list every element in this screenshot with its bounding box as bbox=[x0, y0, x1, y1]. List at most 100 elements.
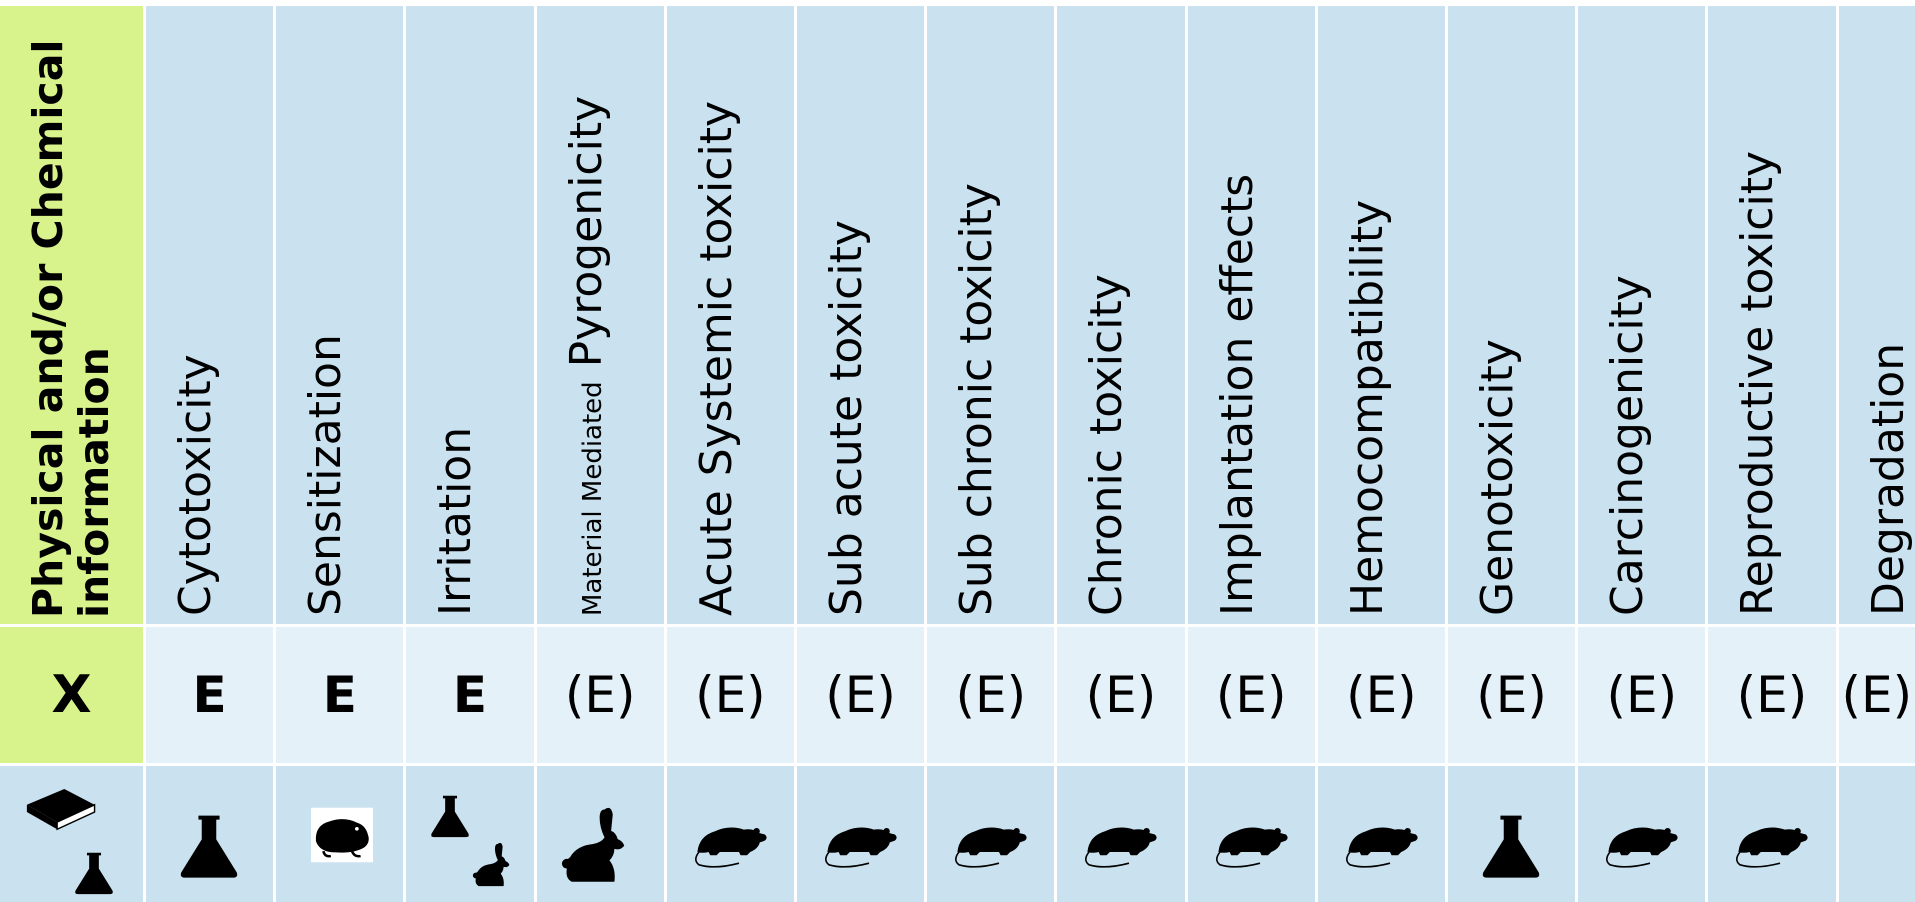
test-header-cell: Hemocompatibility bbox=[1317, 6, 1445, 624]
test-header-label: Material Mediated Pyrogenicity bbox=[561, 96, 612, 616]
test-mark: (E) bbox=[564, 666, 636, 724]
test-header-text: Genotoxicity bbox=[1472, 339, 1523, 616]
flask-icon bbox=[1482, 815, 1540, 878]
test-mark: (E) bbox=[1841, 666, 1913, 724]
guinea-pig-icon bbox=[311, 807, 374, 863]
rat-icon bbox=[1345, 827, 1418, 868]
test-mark-cell: (E) bbox=[1448, 627, 1576, 763]
test-header-text: Implantation effects bbox=[1211, 173, 1263, 616]
test-mark-cell: E bbox=[146, 627, 274, 763]
test-icon-cell bbox=[1708, 766, 1836, 902]
test-header-cell: Reproductive toxicity bbox=[1708, 6, 1836, 624]
rat-icon bbox=[1215, 827, 1288, 868]
test-header-cell: Implantation effects bbox=[1187, 6, 1315, 624]
test-mark-cell: (E) bbox=[1187, 627, 1315, 763]
test-icon-cell bbox=[276, 766, 404, 902]
test-icon-cell bbox=[1187, 766, 1315, 902]
test-icon-cell bbox=[536, 766, 664, 902]
flask-icon bbox=[180, 815, 238, 878]
test-header-text: Pyrogenicity bbox=[560, 95, 612, 368]
test-header-label: Hemocompatibility bbox=[1342, 200, 1393, 616]
test-header-text: Hemocompatibility bbox=[1341, 199, 1393, 616]
test-icon-cell bbox=[927, 766, 1055, 902]
test-header-cell: Chronic toxicity bbox=[1057, 6, 1185, 624]
test-header-text: Acute Systemic toxicity bbox=[690, 101, 742, 616]
test-mark: (E) bbox=[695, 666, 766, 724]
test-header-cell: Acute Systemic toxicity bbox=[666, 6, 794, 624]
rat-icon bbox=[825, 827, 897, 868]
test-mark-cell: (E) bbox=[797, 627, 925, 763]
test-header-cell: Sensitization bbox=[276, 6, 404, 624]
flask-icon bbox=[75, 852, 113, 895]
physchem-mark: X bbox=[51, 665, 92, 725]
physchem-mark-cell: X bbox=[0, 627, 143, 763]
test-icon-cell bbox=[666, 766, 794, 902]
rat-icon bbox=[1606, 827, 1678, 868]
test-mark: E bbox=[322, 666, 357, 724]
test-header-text: Carcinogenicity bbox=[1602, 275, 1654, 616]
test-header-text: Cytotoxicity bbox=[170, 354, 221, 616]
test-mark-cell: (E) bbox=[1057, 627, 1185, 763]
test-header-cell: Carcinogenicity bbox=[1578, 6, 1706, 624]
test-icon-cell bbox=[1578, 766, 1706, 902]
book-icon bbox=[26, 788, 96, 831]
test-mark-cell: (E) bbox=[927, 627, 1055, 763]
test-header-text: Chronic toxicity bbox=[1081, 274, 1133, 616]
test-header-text: Sub chronic toxicity bbox=[951, 183, 1003, 616]
test-mark-cell: (E) bbox=[536, 627, 664, 763]
test-mark: (E) bbox=[955, 666, 1027, 724]
test-icon-cell bbox=[1317, 766, 1445, 902]
test-header-cell: Genotoxicity bbox=[1448, 6, 1576, 624]
test-header-label: Acute Systemic toxicity bbox=[691, 101, 742, 616]
test-header-label: Carcinogenicity bbox=[1602, 275, 1653, 616]
test-header-label: Sensitization bbox=[300, 334, 351, 616]
test-header-text: Reproductive toxicity bbox=[1732, 150, 1784, 616]
rabbit-icon bbox=[473, 842, 510, 887]
test-mark-cell: (E) bbox=[1708, 627, 1836, 763]
test-mark-cell: (E) bbox=[1317, 627, 1445, 763]
test-mark: (E) bbox=[1606, 666, 1678, 724]
test-mark: E bbox=[192, 666, 227, 724]
test-mark-cell: (E) bbox=[666, 627, 794, 763]
test-header-cell: Sub acute toxicity bbox=[797, 6, 925, 624]
test-header-prefix: Material Mediated bbox=[577, 381, 608, 616]
test-mark: (E) bbox=[1736, 666, 1808, 724]
test-header-label: Degradation bbox=[1863, 343, 1914, 616]
test-header-cell: Sub chronic toxicity bbox=[927, 6, 1055, 624]
test-header-cell: Degradation bbox=[1838, 6, 1915, 624]
test-icon-cell bbox=[146, 766, 274, 902]
test-icon-cell bbox=[1057, 766, 1185, 902]
test-header-label: Irritation bbox=[430, 427, 481, 616]
header-line-2: information bbox=[69, 347, 118, 618]
flask-icon bbox=[431, 795, 470, 838]
biocompatibility-matrix: Physical and/or Chemical information X Cyto… bbox=[0, 6, 1915, 902]
test-header-text: Degradation bbox=[1862, 342, 1914, 616]
test-icon-cell bbox=[797, 766, 925, 902]
test-mark: (E) bbox=[1346, 666, 1417, 724]
test-header-label: Reproductive toxicity bbox=[1732, 151, 1783, 616]
rat-icon bbox=[1736, 827, 1808, 868]
test-mark: E bbox=[452, 666, 488, 724]
test-header-label: Chronic toxicity bbox=[1081, 274, 1132, 616]
test-mark-cell: (E) bbox=[1838, 627, 1915, 763]
test-header-label: Sub acute toxicity bbox=[821, 220, 872, 616]
test-header-text: Sub acute toxicity bbox=[821, 220, 872, 616]
rat-icon bbox=[694, 827, 767, 868]
physchem-icon-cell bbox=[0, 766, 143, 902]
test-mark: (E) bbox=[1476, 666, 1547, 724]
rat-icon bbox=[1085, 827, 1157, 868]
test-icon-cell bbox=[406, 766, 534, 902]
test-mark: (E) bbox=[1085, 666, 1157, 724]
test-mark: (E) bbox=[825, 666, 896, 724]
test-header-label: Sub chronic toxicity bbox=[951, 183, 1002, 616]
test-header-text: Irritation bbox=[430, 426, 482, 616]
test-mark-cell: E bbox=[276, 627, 404, 763]
test-header-label: Genotoxicity bbox=[1472, 339, 1523, 616]
test-icon-cell bbox=[1448, 766, 1576, 902]
rabbit-icon bbox=[561, 807, 624, 882]
test-header-cell: Material Mediated Pyrogenicity bbox=[536, 6, 664, 624]
test-header-label: Implantation effects bbox=[1212, 174, 1263, 616]
test-icon-cell bbox=[1838, 766, 1915, 902]
test-mark-cell: E bbox=[406, 627, 534, 763]
header-line-1: Physical and/or Chemical bbox=[24, 39, 72, 618]
